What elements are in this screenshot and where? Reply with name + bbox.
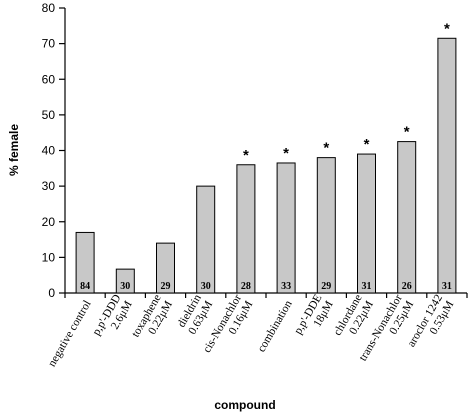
y-tick-label: 80	[42, 1, 56, 15]
bar	[397, 141, 417, 294]
bar	[437, 37, 457, 294]
bar	[115, 268, 135, 294]
bar	[196, 185, 216, 294]
category-label: aroclor 12420.53μM	[405, 292, 456, 355]
bar	[357, 153, 376, 294]
significance-star: *	[283, 145, 289, 162]
category-label: combination	[256, 298, 295, 354]
significance-star: *	[364, 136, 370, 153]
bar-n-label: 30	[201, 281, 211, 292]
significance-star: *	[323, 140, 329, 157]
bar-n-label: 26	[402, 281, 412, 292]
category-label-line: combination	[256, 298, 295, 354]
y-axis-title: % female	[7, 124, 21, 176]
bar-n-label: 33	[281, 281, 291, 292]
category-label: negative control	[46, 299, 94, 369]
category-label: dieldrin0.63μM	[175, 292, 215, 336]
y-tick-label: 40	[42, 144, 56, 158]
bar-n-label: 31	[442, 281, 452, 292]
y-tick-label: 20	[42, 215, 56, 229]
y-tick-label: 70	[42, 37, 56, 51]
y-axis: 0 10 20 30 40 50 60 70 80	[42, 1, 66, 300]
bar	[236, 164, 256, 294]
y-tick-label: 10	[42, 250, 56, 264]
y-tick-label: 30	[42, 179, 56, 193]
bar	[276, 162, 296, 294]
bar-n-label: 29	[161, 281, 171, 292]
y-tick-label: 50	[42, 108, 56, 122]
bar	[75, 231, 95, 294]
bar-n-label: 29	[321, 281, 331, 292]
category-label: p,p'-DDD2.6μM	[91, 293, 135, 345]
x-axis-title: compound	[214, 398, 275, 412]
x-axis	[64, 292, 468, 298]
significance-star: *	[444, 20, 450, 37]
bar-n-label: 84	[80, 281, 90, 292]
significance-star: *	[404, 124, 410, 141]
y-tick-label: 0	[48, 286, 55, 300]
category-label: toxaphene0.22μM	[130, 293, 175, 346]
category-label: p,p'-DDE18μM	[292, 293, 336, 344]
bar-n-label: 31	[362, 281, 372, 292]
y-tick-label: 60	[42, 72, 56, 86]
bar	[156, 242, 175, 294]
category-labels: negative controlp,p'-DDD2.6μMtoxaphene0.…	[46, 292, 456, 369]
significance-star: *	[243, 147, 249, 164]
bar-n-label: 28	[241, 281, 251, 292]
bars: 84 30 29 30 28 * 33 * 29 * 31 * 26 * 31 *	[75, 20, 457, 294]
bar-n-label: 30	[120, 281, 130, 292]
category-label-line: negative control	[46, 299, 94, 369]
bar	[316, 157, 336, 294]
